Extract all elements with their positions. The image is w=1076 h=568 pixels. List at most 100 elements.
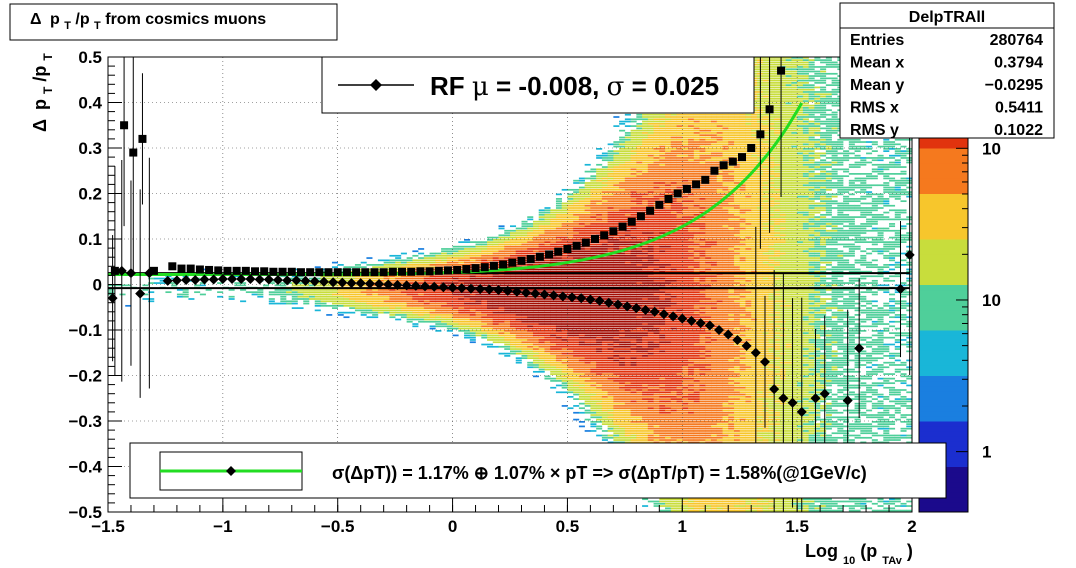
heatmap-cell [619, 173, 626, 175]
heatmap-cell [349, 298, 356, 300]
heatmap-cell [544, 352, 551, 355]
heatmap-cell [406, 259, 413, 262]
heatmap-cell [481, 250, 488, 253]
heatmap-cell [412, 250, 419, 253]
heatmap-cell [578, 275, 585, 278]
heatmap-cell [555, 227, 562, 230]
heatmap-cell [636, 302, 643, 305]
heatmap-cell [601, 239, 608, 241]
heatmap-cell [429, 316, 436, 319]
heatmap-cell [228, 298, 235, 300]
heatmap-cell [567, 311, 574, 314]
heatmap-cell [584, 382, 591, 385]
heatmap-cell [584, 191, 591, 193]
heatmap-cell [515, 359, 522, 362]
heatmap-cell [217, 282, 224, 284]
heatmap-cell [624, 386, 631, 389]
heatmap-cell [630, 195, 637, 198]
heatmap-cell [676, 304, 683, 307]
heatmap-cell [320, 300, 327, 303]
heatmap-cell [441, 277, 448, 280]
heatmap-cell [527, 229, 534, 232]
heatmap-cell [636, 177, 643, 180]
heatmap-cell [647, 227, 654, 230]
heatmap-cell [630, 352, 637, 355]
heatmap-cell [412, 275, 419, 278]
heatmap-cell [590, 311, 597, 314]
heatmap-cell [647, 134, 654, 137]
heatmap-cell [550, 316, 557, 319]
heatmap-cell [659, 402, 666, 405]
heatmap-cell [636, 332, 643, 334]
heatmap-cell [676, 502, 683, 505]
heatmap-cell [435, 320, 442, 323]
heatmap-cell [624, 143, 631, 146]
heatmap-cell [653, 386, 660, 389]
heatmap-cell [573, 330, 580, 332]
heatmap-cell [314, 277, 321, 280]
heatmap-cell [561, 350, 568, 353]
heatmap-cell [642, 325, 649, 328]
heatmap-cell [596, 361, 603, 364]
heatmap-cell [607, 332, 614, 334]
heatmap-cell [544, 248, 551, 250]
heatmap-cell [676, 125, 683, 127]
heatmap-cell [584, 264, 591, 266]
heatmap-cell [630, 148, 637, 150]
heatmap-cell [521, 309, 528, 312]
heatmap-cell [630, 436, 637, 439]
heatmap-cell [584, 373, 591, 375]
heatmap-cell [412, 293, 419, 296]
heatmap-cell [607, 154, 614, 157]
heatmap-cell [372, 300, 379, 303]
heatmap-cell [538, 327, 545, 330]
heatmap-cell [682, 389, 689, 391]
heatmap-cell [665, 500, 672, 503]
heatmap-cell [624, 343, 631, 346]
heatmap-cell [377, 309, 384, 312]
heatmap-cell [452, 289, 459, 291]
heatmap-cell [624, 421, 631, 423]
heatmap-cell [429, 300, 436, 303]
heatmap-cell [578, 209, 585, 212]
heatmap-cell [596, 348, 603, 350]
heatmap-cell [366, 277, 373, 280]
heatmap-cell [636, 377, 643, 380]
heatmap-cell [584, 320, 591, 323]
heatmap-cell [515, 300, 522, 303]
heatmap-cell [676, 122, 683, 125]
heatmap-cell [659, 268, 666, 271]
heatmap-cell [636, 352, 643, 355]
heatmap-cell [475, 316, 482, 319]
heatmap-cell [521, 336, 528, 339]
heatmap-cell [475, 275, 482, 278]
heatmap-cell [676, 200, 683, 203]
heatmap-cell [601, 373, 608, 375]
heatmap-cell [630, 234, 637, 237]
heatmap-cell [607, 405, 614, 407]
heatmap-cell [314, 309, 321, 312]
heatmap-cell [659, 380, 666, 382]
heatmap-cell [148, 300, 155, 303]
heatmap-cell [665, 414, 672, 416]
heatmap-cell [481, 275, 488, 278]
heatmap-cell [481, 330, 488, 332]
heatmap-cell [550, 311, 557, 314]
heatmap-cell [492, 259, 499, 262]
heatmap-cell [659, 434, 666, 437]
heatmap-cell [555, 357, 562, 360]
heatmap-cell [441, 323, 448, 325]
heatmap-cell [527, 243, 534, 246]
heatmap-cell [601, 245, 608, 248]
heatmap-cell [670, 359, 677, 362]
heatmap-cell [682, 391, 689, 394]
heatmap-cell [607, 245, 614, 248]
heatmap-cell [613, 257, 620, 259]
heatmap-cell [481, 277, 488, 280]
heatmap-cell [596, 279, 603, 282]
heatmap-cell [665, 380, 672, 382]
heatmap-cell [452, 298, 459, 300]
heatmap-cell [665, 377, 672, 380]
heatmap-cell [676, 248, 683, 250]
heatmap-cell [400, 266, 407, 269]
